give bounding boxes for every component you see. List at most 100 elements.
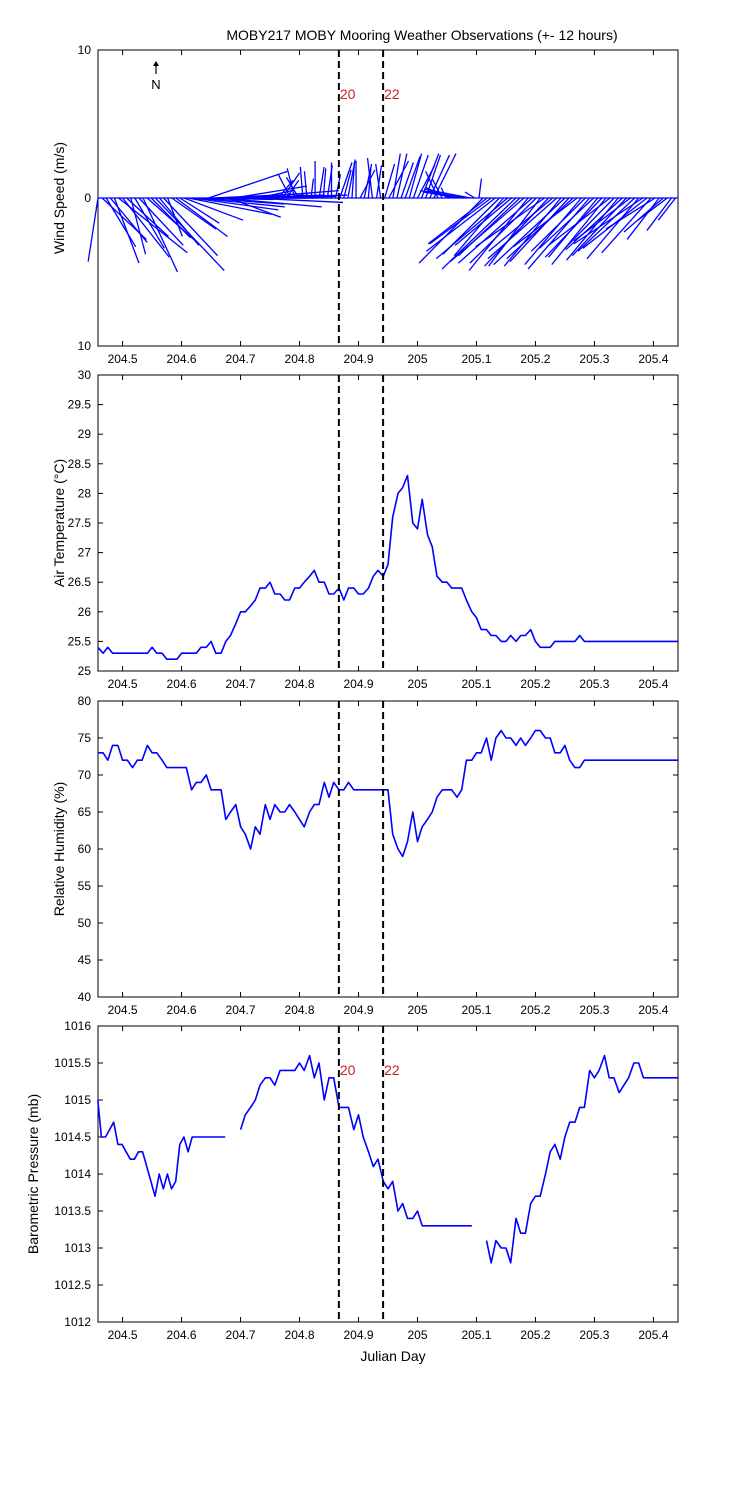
wind-vector bbox=[167, 197, 184, 237]
x-tick-label: 205.1 bbox=[461, 1328, 491, 1342]
y-tick-label: 26 bbox=[78, 605, 92, 619]
wind-vector bbox=[509, 197, 570, 263]
humidity-y-axis-label: Relative Humidity (%) bbox=[51, 782, 67, 917]
wind-vector bbox=[469, 197, 537, 264]
x-tick-label: 204.6 bbox=[167, 1003, 197, 1017]
panels: 10 0 10 204.5 204.6 204.7 204.8 204.9 205 205.1 20… bbox=[25, 43, 679, 1342]
x-tick-label: 205.3 bbox=[579, 352, 609, 366]
y-tick-label: 25 bbox=[78, 664, 92, 678]
wind-vector bbox=[367, 168, 372, 199]
wind-vector bbox=[392, 153, 401, 199]
y-tick-label: 27.5 bbox=[68, 516, 92, 530]
y-tick-label: 40 bbox=[78, 990, 92, 1004]
marker-label: 20 bbox=[340, 1062, 356, 1078]
air-temp-axes-box bbox=[97, 374, 679, 672]
wind-vector bbox=[449, 197, 525, 263]
wind-vector bbox=[565, 197, 623, 251]
wind-vector bbox=[564, 197, 615, 249]
wind-vector bbox=[408, 153, 423, 199]
wind-vector bbox=[527, 197, 591, 270]
wind-vector bbox=[566, 197, 619, 261]
wind-vector bbox=[551, 197, 607, 266]
y-tick-label: 55 bbox=[78, 879, 92, 893]
y-tick-label: 60 bbox=[78, 842, 92, 856]
north-arrow-head-icon bbox=[153, 61, 159, 66]
wind-vector bbox=[586, 197, 640, 260]
wind-vector bbox=[375, 163, 382, 199]
marker-label: 22 bbox=[384, 86, 400, 102]
wind-vector bbox=[573, 197, 644, 245]
wind-vector bbox=[457, 197, 533, 264]
wind-vector bbox=[488, 197, 554, 252]
x-tick-label: 204.8 bbox=[285, 1328, 315, 1342]
wind-vector bbox=[105, 197, 137, 248]
x-tick-label: 205.3 bbox=[579, 1328, 609, 1342]
series-line bbox=[485, 1054, 678, 1264]
series-line bbox=[239, 1054, 472, 1227]
wind-vector bbox=[277, 174, 292, 199]
wind-vector bbox=[506, 197, 574, 260]
wind-vector bbox=[150, 197, 192, 239]
x-tick-label: 204.7 bbox=[226, 677, 256, 691]
y-tick-label: 28 bbox=[78, 486, 92, 500]
y-tick-label: 75 bbox=[78, 731, 92, 745]
x-tick-label: 204.8 bbox=[285, 352, 315, 366]
wind-vector bbox=[573, 197, 631, 242]
x-tick-label: 205 bbox=[407, 352, 427, 366]
wind-vector bbox=[388, 160, 410, 199]
y-tick-label: 27 bbox=[78, 546, 92, 560]
x-tick-label: 205.3 bbox=[579, 1003, 609, 1017]
wind-vector bbox=[400, 162, 415, 199]
x-tick-label: 204.9 bbox=[343, 352, 373, 366]
wind-vector bbox=[384, 163, 396, 199]
humidity-axes-box bbox=[97, 700, 679, 998]
x-tick-label: 205.2 bbox=[520, 677, 550, 691]
humidity-panel: 40 45 50 55 60 65 70 75 80 204.5 204.6 204.7 204.8 20… bbox=[51, 694, 679, 1017]
wind-vector bbox=[601, 197, 652, 254]
wind-vector bbox=[605, 197, 656, 230]
air-temp-panel: 25 25.5 26 26.5 27 27.5 28 28.5 29 29.5 30 204.5 204… bbox=[51, 368, 679, 691]
y-tick-label: 0 bbox=[84, 191, 91, 205]
y-tick-label: 1014 bbox=[64, 1167, 91, 1181]
x-tick-label: 204.6 bbox=[167, 1328, 197, 1342]
x-tick-label: 204.8 bbox=[285, 677, 315, 691]
north-label: N bbox=[151, 77, 160, 92]
wind-vector bbox=[404, 156, 421, 199]
pressure-axes-box bbox=[97, 1025, 679, 1323]
wind-vector bbox=[623, 197, 664, 233]
wind-vector bbox=[208, 170, 288, 199]
x-tick-label: 204.9 bbox=[343, 1003, 373, 1017]
x-tick-label: 204.9 bbox=[343, 677, 373, 691]
wind-vector bbox=[484, 197, 550, 267]
wind-vector bbox=[464, 191, 476, 199]
wind-vector bbox=[187, 197, 272, 215]
wind-vector bbox=[318, 166, 325, 199]
wind-vector bbox=[453, 197, 504, 257]
x-tick-label: 205.4 bbox=[638, 1003, 668, 1017]
wind-vector bbox=[285, 176, 300, 199]
y-tick-label: 1014.5 bbox=[54, 1130, 91, 1144]
wind-vector bbox=[539, 197, 595, 249]
wind-vector bbox=[524, 197, 582, 266]
wind-vector bbox=[126, 197, 169, 237]
pressure-y-axis-label: Barometric Pressure (mb) bbox=[25, 1094, 41, 1254]
wind-panel: 10 0 10 204.5 204.6 204.7 204.8 204.9 205 205.1 20… bbox=[51, 43, 679, 366]
wind-vector bbox=[310, 178, 315, 199]
wind-vector bbox=[626, 197, 660, 240]
wind-vector bbox=[478, 178, 483, 199]
wind-vector bbox=[192, 197, 279, 211]
figure-title: MOBY217 MOBY Mooring Weather Observation… bbox=[226, 27, 617, 43]
wind-vector bbox=[122, 197, 170, 258]
x-tick-label: 205.4 bbox=[638, 352, 668, 366]
y-tick-label: 45 bbox=[78, 953, 92, 967]
series-line bbox=[97, 1099, 226, 1197]
wind-vector bbox=[420, 153, 440, 199]
wind-vector bbox=[375, 165, 383, 199]
x-tick-label: 205.2 bbox=[520, 1328, 550, 1342]
wind-vector bbox=[233, 185, 308, 199]
wind-vector bbox=[366, 157, 374, 199]
y-tick-label: 29 bbox=[78, 427, 92, 441]
wind-vector bbox=[322, 168, 327, 199]
wind-vector bbox=[183, 197, 244, 221]
wind-vector bbox=[637, 197, 668, 221]
